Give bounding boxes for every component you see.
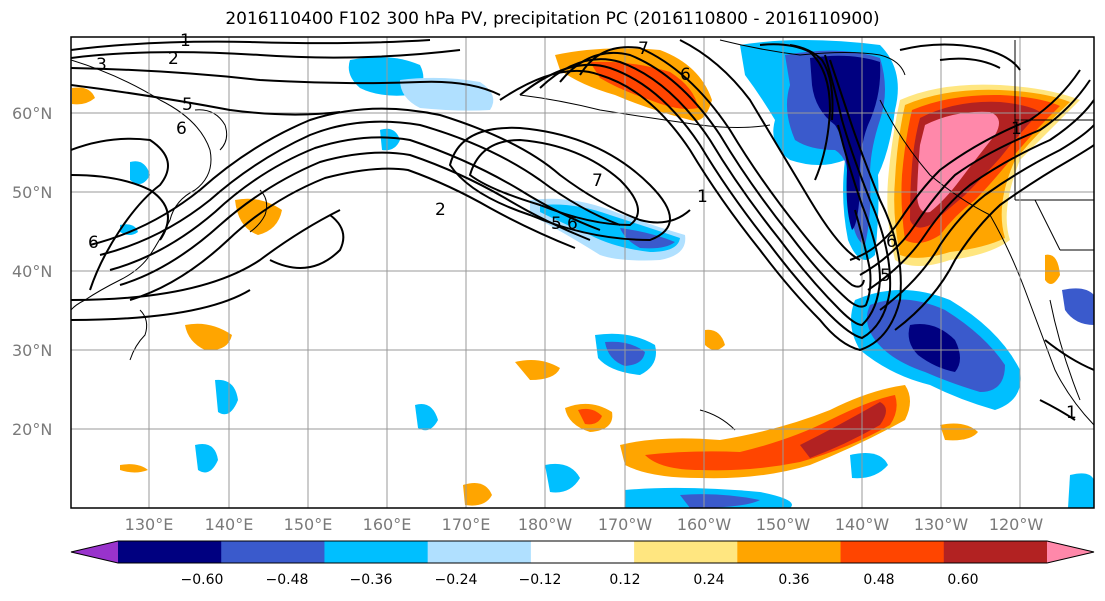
- contour-label: 2: [435, 200, 446, 220]
- contour-label: 6: [886, 232, 897, 252]
- colorbar-segment: [118, 541, 222, 563]
- lon-label: 140°E: [204, 515, 254, 534]
- lon-label: 130°E: [124, 515, 174, 534]
- contour-label: 5: [182, 95, 193, 115]
- precip-negative-region: [195, 444, 218, 473]
- precip-negative-region: [810, 55, 881, 230]
- lon-label: 150°E: [283, 515, 333, 534]
- colorbar-segment: [530, 541, 635, 563]
- lon-label: 160°E: [362, 515, 412, 534]
- lat-label: 40°N: [12, 262, 53, 281]
- colorbar: [70, 540, 1095, 564]
- colorbar-extend-min: [71, 541, 118, 563]
- colorbar-segment: [221, 541, 325, 563]
- colorbar-tick-label: −0.12: [518, 572, 562, 588]
- precip-negative-region: [1062, 288, 1094, 325]
- precip-negative-region: [120, 224, 138, 235]
- precip-shading: [72, 40, 1094, 508]
- lon-label: 130°W: [913, 515, 969, 534]
- precip-negative-region: [545, 463, 580, 493]
- precip-positive-region: [917, 111, 999, 213]
- colorbar-segment: [737, 541, 842, 563]
- lon-label: 180°W: [517, 515, 573, 534]
- contour-label: 2: [168, 49, 179, 69]
- colorbar-tick-label: −0.48: [265, 572, 309, 588]
- colorbar-tick-label: −0.24: [434, 572, 478, 588]
- precip-positive-region: [1045, 254, 1060, 284]
- colorbar-segment: [634, 541, 738, 563]
- precip-positive-region: [185, 323, 232, 351]
- precip-negative-region: [680, 494, 760, 508]
- colorbar-segment: [943, 541, 1048, 563]
- colorbar-tick-label: 0.36: [778, 572, 810, 588]
- precip-positive-region: [515, 360, 560, 380]
- gridlines: [71, 37, 1094, 508]
- lon-label: 150°W: [755, 515, 811, 534]
- precip-positive-region: [800, 402, 886, 458]
- precip-negative-region: [1068, 473, 1094, 508]
- lat-label: 20°N: [12, 420, 53, 439]
- precip-positive-region: [645, 395, 897, 471]
- precip-negative-region: [850, 452, 888, 479]
- lat-label: 30°N: [12, 341, 53, 360]
- precip-positive-region: [463, 482, 492, 506]
- lat-label: 50°N: [12, 183, 53, 202]
- lon-label: 170°W: [597, 515, 653, 534]
- contour-label: 5: [551, 214, 562, 234]
- contour-label: 6: [680, 65, 691, 85]
- contour-label: 6: [176, 119, 187, 139]
- contour-label: 3: [96, 55, 107, 75]
- precip-negative-region: [215, 379, 238, 415]
- precip-negative-region: [380, 128, 400, 151]
- colorbar-outline: [70, 540, 1095, 564]
- contour-label: 1: [180, 31, 191, 51]
- lon-label: 170°E: [441, 515, 491, 534]
- lat-label: 60°N: [12, 104, 53, 123]
- precip-negative-region: [620, 228, 675, 249]
- lon-label: 120°W: [988, 515, 1044, 534]
- contour-label: 7: [592, 171, 603, 191]
- precip-negative-region: [908, 324, 960, 372]
- colorbar-segment: [427, 541, 532, 563]
- colorbar-tick-label: 0.60: [947, 572, 979, 588]
- colorbar-extend-max: [1047, 541, 1094, 563]
- contour-label: 6: [88, 233, 99, 253]
- colorbar-tick-label: 0.24: [693, 572, 725, 588]
- lon-label: 160°W: [676, 515, 732, 534]
- contour-labels: 1 2 3 5 6 7 2 5 6 7 6 1 1 6 5 6 1: [88, 31, 1077, 423]
- precip-positive-region: [578, 408, 602, 425]
- colorbar-segment: [324, 541, 429, 563]
- map-title: 2016110400 F102 300 hPa PV, precipitatio…: [225, 9, 880, 29]
- precip-negative-region: [415, 404, 438, 431]
- colorbar-tick-label: −0.60: [180, 572, 224, 588]
- map-content: [71, 37, 1094, 508]
- contour-label: 6: [567, 214, 578, 234]
- colorbar-segment: [840, 541, 945, 563]
- precip-positive-region: [72, 87, 95, 105]
- map-frame: [70, 36, 1095, 509]
- contour-label: 1: [1066, 403, 1077, 423]
- colorbar-tick-label: −0.36: [349, 572, 393, 588]
- contour-label: 5: [880, 266, 891, 286]
- precip-positive-region: [120, 464, 148, 473]
- contour-label: 1: [697, 187, 708, 207]
- colorbar-tick-label: 0.12: [609, 572, 641, 588]
- contour-label: 1: [1011, 119, 1022, 139]
- precip-positive-region: [940, 423, 978, 441]
- colorbar-tick-label: 0.48: [863, 572, 895, 588]
- precip-positive-region: [235, 198, 282, 235]
- lon-label: 140°W: [834, 515, 890, 534]
- precip-positive-region: [705, 329, 725, 350]
- pv-contours: [71, 39, 1094, 421]
- contour-label: 7: [638, 39, 649, 59]
- precip-negative-region: [130, 161, 150, 184]
